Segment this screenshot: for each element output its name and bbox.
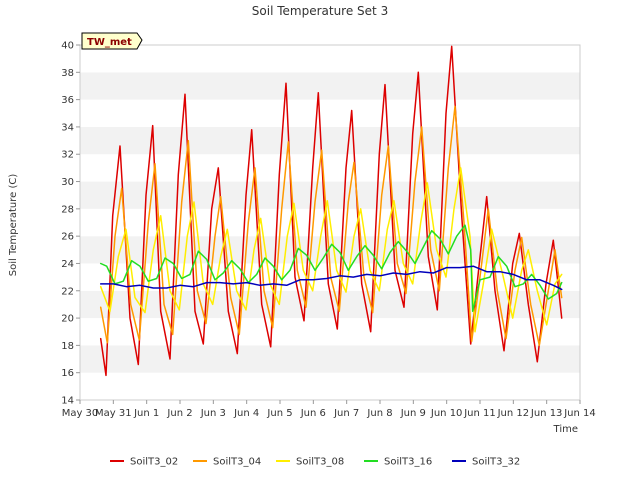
x-tick-label: Jun 12 [497,408,530,419]
x-tick-label: Jun 2 [166,408,192,419]
x-tick-label: May 31 [95,408,132,419]
tw-met-badge: TW_met [81,32,143,50]
y-tick-label: 14 [61,396,74,407]
chart-title: Soil Temperature Set 3 [252,4,388,18]
grid-band [80,345,580,373]
grid-band [80,154,580,182]
x-tick-label: Jun 11 [463,408,496,419]
x-tick-label: Jun 5 [266,408,292,419]
grid-band [80,72,580,100]
y-tick-label: 22 [61,286,74,297]
y-tick-label: 32 [61,150,74,161]
grid-band [80,99,580,127]
series-line-soilt3_16 [99,224,563,313]
x-tick-label: Jun 10 [430,408,463,419]
x-axis-title: Time [553,424,578,435]
legend-item-soilt3_04: SoilT3_04 [193,457,261,468]
y-tick-label: 36 [61,95,74,106]
y-tick-label: 28 [61,204,74,215]
x-tick-label: Jun 9 [400,408,426,419]
y-tick-label: 18 [61,341,74,352]
plot-frame [79,44,581,401]
legend-label: SoilT3_16 [384,457,432,468]
y-axis-ticks: 14 16 18 20 22 24 26 28 30 32 34 36 38 40 [61,41,80,407]
y-tick-label: 30 [61,177,74,188]
grid-band [80,372,580,400]
y-tick-label: 34 [61,122,74,133]
series-lines [99,45,563,377]
series-line-soilt3_32 [99,265,563,291]
y-tick-label: 38 [61,68,74,79]
badge-label: TW_met [87,37,132,48]
y-tick-label: 40 [61,41,74,52]
x-tick-label: Jun 7 [333,408,359,419]
legend-item-soilt3_32: SoilT3_32 [452,457,520,468]
y-tick-label: 16 [61,368,74,379]
x-tick-label: Jun 6 [300,408,326,419]
x-tick-label: Jun 4 [233,408,259,419]
y-tick-label: 26 [61,232,74,243]
grid-band [80,45,580,73]
legend-label: SoilT3_02 [130,457,178,468]
legend-item-soilt3_08: SoilT3_08 [276,457,344,468]
legend-label: SoilT3_32 [472,457,520,468]
x-tick-label: Jun 8 [366,408,392,419]
x-tick-label: Jun 1 [133,408,159,419]
y-tick-label: 24 [61,259,74,270]
y-axis-title: Soil Temperature (C) [8,174,19,277]
x-tick-label: May 30 [62,408,99,419]
legend-label: SoilT3_04 [213,457,261,468]
legend-item-soilt3_16: SoilT3_16 [364,457,432,468]
grid-band [80,126,580,155]
x-tick-label: Jun 14 [563,408,596,419]
badge-shape [81,32,143,50]
legend-label: SoilT3_08 [296,457,344,468]
grid-band [80,181,580,209]
legend-item-soilt3_02: SoilT3_02 [110,457,178,468]
y-tick-label: 20 [61,314,74,325]
series-line-soilt3_08 [99,167,563,333]
x-tick-label: Jun 13 [530,408,563,419]
x-tick-label: Jun 3 [200,408,226,419]
legend: SoilT3_02 SoilT3_04 SoilT3_08 SoilT3_16 Soil… [110,457,520,468]
